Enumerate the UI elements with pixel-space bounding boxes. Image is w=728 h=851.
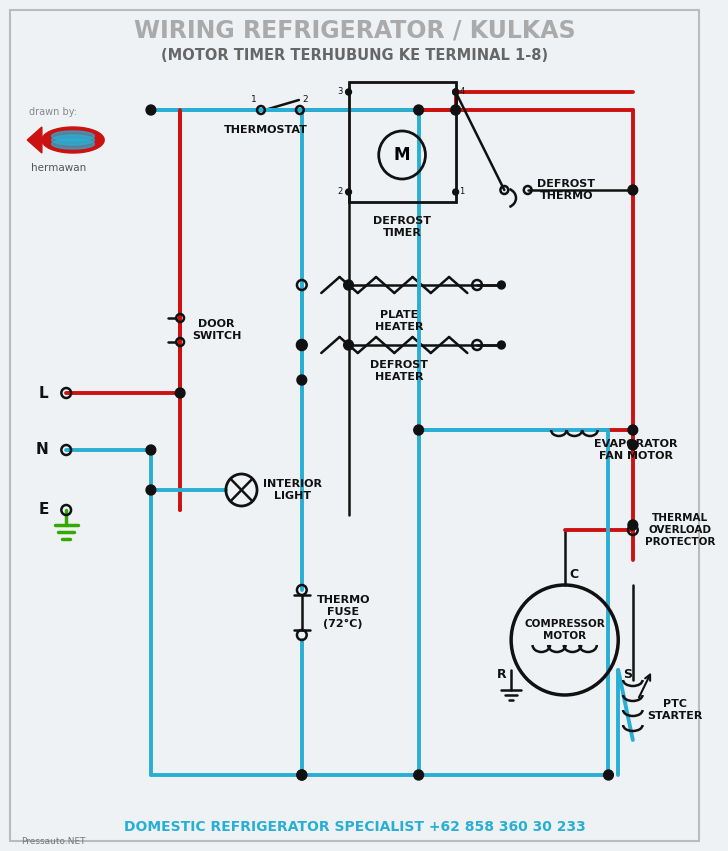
Circle shape <box>453 189 459 195</box>
Text: DEFROST
TIMER: DEFROST TIMER <box>373 216 431 237</box>
Text: R: R <box>496 669 506 682</box>
Bar <box>349 82 456 202</box>
Text: THERMAL
OVERLOAD
PROTECTOR: THERMAL OVERLOAD PROTECTOR <box>644 513 715 546</box>
Text: 2: 2 <box>303 95 309 105</box>
Text: DOOR
SWITCH: DOOR SWITCH <box>191 319 241 340</box>
Circle shape <box>453 89 459 95</box>
Text: EVAPORATOR
FAN MOTOR: EVAPORATOR FAN MOTOR <box>594 439 677 460</box>
Text: S: S <box>623 669 632 682</box>
Text: L: L <box>39 386 49 401</box>
Circle shape <box>297 340 306 350</box>
Text: 1: 1 <box>251 95 257 105</box>
Text: E: E <box>39 502 49 517</box>
Circle shape <box>346 89 352 95</box>
Circle shape <box>146 485 156 495</box>
Text: WIRING REFRIGERATOR / KULKAS: WIRING REFRIGERATOR / KULKAS <box>133 18 575 42</box>
Text: 3: 3 <box>337 88 343 96</box>
Text: drawn by:: drawn by: <box>29 107 77 117</box>
Circle shape <box>451 105 461 115</box>
Circle shape <box>628 425 638 435</box>
Circle shape <box>146 445 156 455</box>
Text: (MOTOR TIMER TERHUBUNG KE TERMINAL 1-8): (MOTOR TIMER TERHUBUNG KE TERMINAL 1-8) <box>161 48 548 62</box>
Circle shape <box>344 340 353 350</box>
Polygon shape <box>52 131 95 141</box>
Text: N: N <box>36 443 49 458</box>
Circle shape <box>497 341 505 349</box>
Circle shape <box>297 770 306 780</box>
Circle shape <box>497 281 505 289</box>
Text: COMPRESSOR
MOTOR: COMPRESSOR MOTOR <box>524 620 605 641</box>
Circle shape <box>628 440 638 450</box>
Circle shape <box>84 133 90 139</box>
Text: THERMO
FUSE
(72°C): THERMO FUSE (72°C) <box>317 596 370 629</box>
Text: PLATE
HEATER: PLATE HEATER <box>375 310 424 332</box>
Circle shape <box>453 89 459 95</box>
Text: INTERIOR
LIGHT: INTERIOR LIGHT <box>263 479 322 500</box>
Circle shape <box>175 388 185 398</box>
Circle shape <box>414 770 424 780</box>
Circle shape <box>146 105 156 115</box>
Circle shape <box>344 280 353 290</box>
Text: hermawan: hermawan <box>31 163 87 173</box>
Text: 2: 2 <box>338 187 343 197</box>
Circle shape <box>604 770 614 780</box>
Circle shape <box>86 134 89 138</box>
Text: 4: 4 <box>459 88 464 96</box>
Circle shape <box>346 189 352 195</box>
Text: M: M <box>394 146 411 164</box>
Text: Pressauto.NET: Pressauto.NET <box>21 837 86 846</box>
Text: 1: 1 <box>459 187 464 197</box>
Text: THERMOSTAT: THERMOSTAT <box>223 125 308 135</box>
Circle shape <box>414 425 424 435</box>
Circle shape <box>628 185 638 195</box>
Polygon shape <box>52 139 95 149</box>
Text: DEFROST
THERMO: DEFROST THERMO <box>537 180 596 201</box>
Text: DEFROST
HEATER: DEFROST HEATER <box>370 360 428 381</box>
Circle shape <box>628 520 638 530</box>
Circle shape <box>414 105 424 115</box>
Polygon shape <box>27 127 42 153</box>
Text: C: C <box>569 568 579 581</box>
Polygon shape <box>52 135 95 145</box>
Text: PTC
STARTER: PTC STARTER <box>647 700 703 721</box>
Polygon shape <box>42 127 104 153</box>
Text: DOMESTIC REFRIGERATOR SPECIALIST +62 858 360 30 233: DOMESTIC REFRIGERATOR SPECIALIST +62 858… <box>124 820 585 834</box>
Circle shape <box>297 770 306 780</box>
Circle shape <box>297 375 306 385</box>
